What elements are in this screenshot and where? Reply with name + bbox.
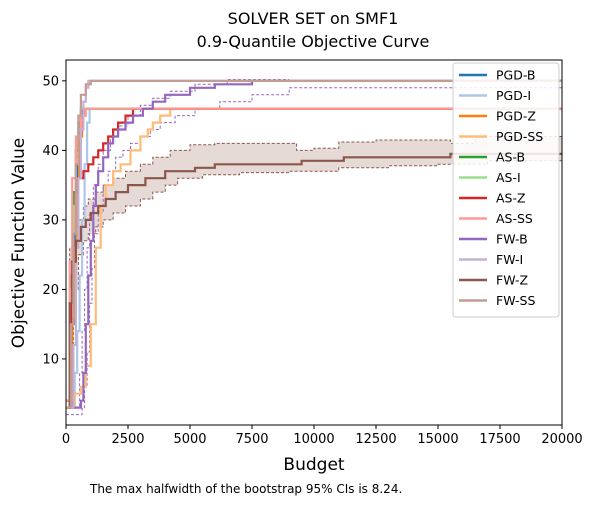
legend-label-pgd-b: PGD-B	[496, 68, 536, 83]
legend-label-fw-ss: FW-SS	[496, 293, 535, 308]
legend-frame	[452, 62, 560, 318]
x-tick-label: 2500	[111, 432, 144, 447]
y-tick-label: 50	[42, 74, 59, 89]
legend-label-as-b: AS-B	[496, 150, 525, 165]
y-tick-label: 20	[42, 283, 59, 298]
y-tick-label: 10	[42, 352, 59, 367]
x-tick-label: 5000	[173, 432, 206, 447]
y-axis-ticks: 10 20 30 40 50	[42, 74, 66, 367]
y-tick-label: 30	[42, 213, 59, 228]
y-tick-label: 40	[42, 144, 59, 159]
footnote: The max halfwidth of the bootstrap 95% C…	[89, 482, 402, 496]
x-tick-label: 10000	[293, 432, 334, 447]
legend-label-pgd-z: PGD-Z	[496, 109, 536, 124]
x-axis-label: Budget	[283, 455, 344, 475]
series-line-pgd-i	[66, 107, 562, 409]
series-line-fw-b	[66, 79, 562, 409]
chart-title-line1: SOLVER SET on SMF1	[228, 9, 399, 28]
x-tick-label: 12500	[355, 432, 396, 447]
x-tick-label: 17500	[479, 432, 520, 447]
series-line-pgd-ss	[66, 107, 562, 409]
y-axis-label: Objective Function Value	[9, 138, 29, 348]
legend-label-fw-z: FW-Z	[496, 273, 528, 288]
series-line-fw-ss	[66, 79, 562, 409]
legend-label-pgd-ss: PGD-SS	[496, 129, 543, 144]
legend-label-fw-i: FW-I	[496, 252, 523, 267]
legend-label-as-z: AS-Z	[496, 191, 526, 206]
legend-label-as-ss: AS-SS	[496, 211, 533, 226]
legend-label-pgd-i: PGD-I	[496, 88, 531, 103]
plot-area	[65, 59, 563, 426]
fw-b-ci-upper	[66, 79, 290, 409]
x-axis-ticks: 0 2500 5000 7500 10000 12500 15000 17500 20000	[62, 425, 583, 447]
x-tick-label: 0	[62, 432, 70, 447]
x-tick-label: 20000	[541, 432, 582, 447]
legend: PGD-B PGD-I PGD-Z PGD-SS AS-B AS-I AS-Z AS-SS FW…	[452, 62, 560, 318]
x-tick-label: 15000	[417, 432, 458, 447]
fw-z-ci-lower	[66, 157, 562, 409]
series-lines	[66, 79, 562, 409]
x-tick-label: 7500	[235, 432, 268, 447]
series-line-fw-z	[66, 152, 562, 409]
chart-title-line2: 0.9-Quantile Objective Curve	[197, 32, 430, 51]
legend-label-fw-b: FW-B	[496, 232, 528, 247]
legend-label-as-i: AS-I	[496, 170, 521, 185]
